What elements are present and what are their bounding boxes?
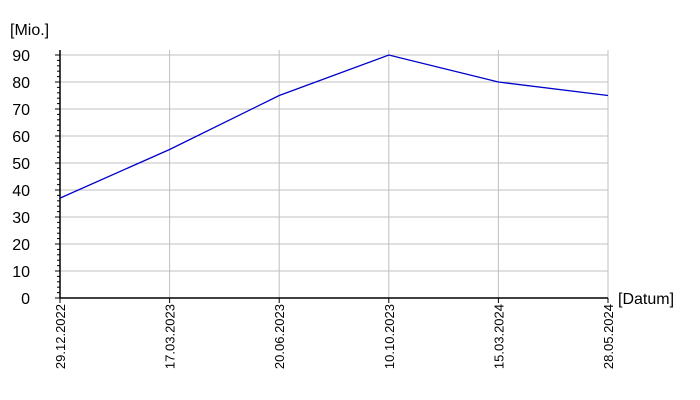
y-tick-label: 40 [12, 183, 30, 200]
data-line [59, 54, 609, 199]
x-tick-label: 29.12.2022 [53, 304, 68, 369]
y-tick-label: 10 [12, 264, 30, 281]
x-tick-label: 15.03.2024 [491, 304, 506, 369]
y-tick-label: 0 [21, 291, 30, 308]
x-tick-label: 28.05.2024 [601, 304, 616, 369]
x-tick-label: 10.10.2023 [382, 304, 397, 369]
y-tick-label: 80 [12, 75, 30, 92]
y-tick-label: 30 [12, 210, 30, 227]
y-tick-label: 60 [12, 129, 30, 146]
y-tick-label: 20 [12, 237, 30, 254]
x-axis-label: [Datum] [618, 291, 674, 308]
x-tick-label: 17.03.2023 [163, 304, 178, 369]
y-tick-label: 90 [12, 48, 30, 65]
y-tick-label: 50 [12, 156, 30, 173]
x-tick-label: 20.06.2023 [272, 304, 287, 369]
y-axis-label: [Mio.] [10, 22, 49, 39]
y-tick-label: 70 [12, 102, 30, 119]
